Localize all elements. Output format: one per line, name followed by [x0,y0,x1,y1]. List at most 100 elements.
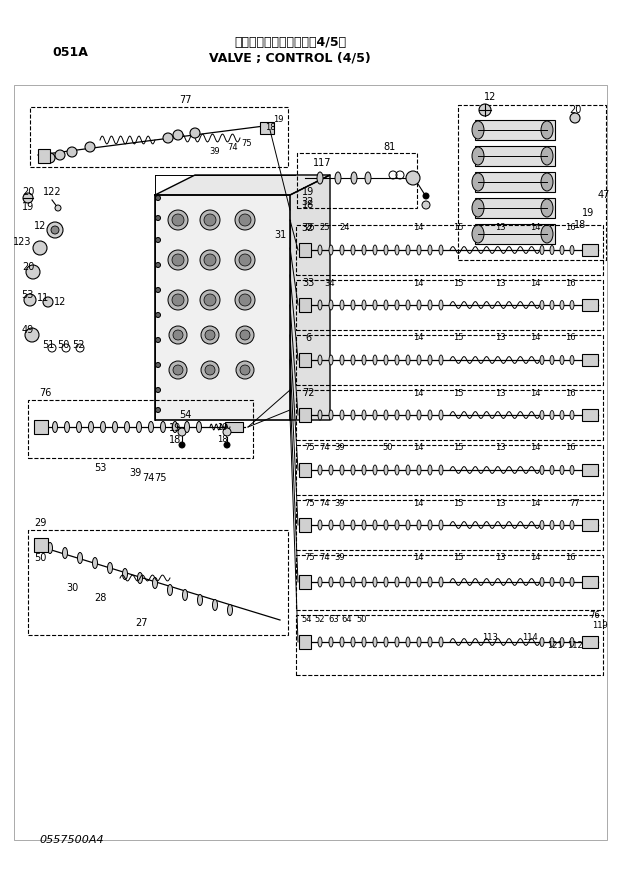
Text: 24: 24 [340,223,350,232]
Circle shape [23,193,33,203]
Ellipse shape [570,520,574,530]
Circle shape [55,205,61,211]
Text: 14: 14 [529,223,540,232]
Text: 75: 75 [304,553,316,562]
Ellipse shape [560,637,564,647]
Text: 26: 26 [304,223,316,232]
Ellipse shape [384,577,388,587]
Ellipse shape [362,637,366,647]
Bar [582,299,598,311]
Text: 50: 50 [383,443,393,452]
Bar [582,636,598,648]
Text: 12: 12 [34,221,46,231]
Circle shape [223,428,231,436]
Ellipse shape [550,410,554,420]
Text: 113: 113 [482,633,498,642]
Text: 16: 16 [565,388,575,397]
Text: 27: 27 [136,618,148,628]
Text: 16: 16 [565,278,575,287]
Bar [299,518,311,532]
Ellipse shape [395,410,399,420]
Text: 13: 13 [495,388,505,397]
Circle shape [172,294,184,306]
Text: 19: 19 [582,208,594,218]
Ellipse shape [417,410,421,420]
Bar [582,576,598,588]
Bar [299,575,311,589]
Text: 31: 31 [274,230,286,240]
Circle shape [240,330,250,340]
Circle shape [33,241,47,255]
Circle shape [173,330,183,340]
Ellipse shape [89,422,94,432]
Text: 16: 16 [565,443,575,452]
Bar [296,335,603,385]
Text: 74: 74 [320,553,330,562]
Ellipse shape [384,465,388,475]
Ellipse shape [318,637,322,647]
Text: 14: 14 [413,553,423,562]
Ellipse shape [351,355,355,365]
Ellipse shape [329,465,333,475]
Ellipse shape [317,172,323,184]
Ellipse shape [428,520,432,530]
Ellipse shape [540,578,544,587]
Text: 32: 32 [302,223,314,233]
Circle shape [156,263,161,267]
Circle shape [406,171,420,185]
Circle shape [173,130,183,140]
Circle shape [25,328,39,342]
Text: 12: 12 [484,92,496,102]
Circle shape [156,313,161,318]
Bar [475,224,555,244]
Text: 15: 15 [453,223,463,232]
Text: 54: 54 [179,410,191,420]
Circle shape [173,365,183,375]
Circle shape [204,254,216,266]
Text: 75: 75 [304,443,316,452]
Bar [14,85,607,840]
Ellipse shape [417,245,421,255]
Bar [299,353,311,367]
Ellipse shape [318,465,322,475]
Circle shape [423,193,429,199]
Ellipse shape [167,585,172,595]
Ellipse shape [406,410,410,420]
Circle shape [24,294,36,306]
Ellipse shape [428,410,432,420]
Text: 20: 20 [569,105,581,115]
Circle shape [235,210,255,230]
Text: 74: 74 [320,498,330,507]
Circle shape [47,222,63,238]
Circle shape [168,290,188,310]
Ellipse shape [417,300,421,310]
Circle shape [224,442,230,448]
Text: 33: 33 [302,278,314,288]
Ellipse shape [472,121,484,139]
Ellipse shape [318,245,322,255]
Text: 20: 20 [22,262,34,272]
Circle shape [26,265,40,279]
Circle shape [236,326,254,344]
Ellipse shape [185,422,190,432]
Ellipse shape [362,410,366,420]
Bar [299,463,311,477]
Text: 18: 18 [169,435,181,445]
Ellipse shape [340,245,344,255]
Text: 39: 39 [129,468,141,478]
Ellipse shape [329,245,333,255]
Ellipse shape [335,172,341,184]
Bar [582,409,598,421]
Text: 50: 50 [57,340,69,350]
Ellipse shape [439,245,443,255]
Ellipse shape [351,172,357,184]
Text: 16: 16 [565,223,575,232]
Text: 14: 14 [529,388,540,397]
Circle shape [570,113,580,123]
Ellipse shape [362,465,366,475]
Circle shape [43,297,53,307]
Ellipse shape [351,520,355,530]
Text: 14: 14 [413,333,423,342]
Circle shape [235,250,255,270]
Text: 14: 14 [413,278,423,287]
